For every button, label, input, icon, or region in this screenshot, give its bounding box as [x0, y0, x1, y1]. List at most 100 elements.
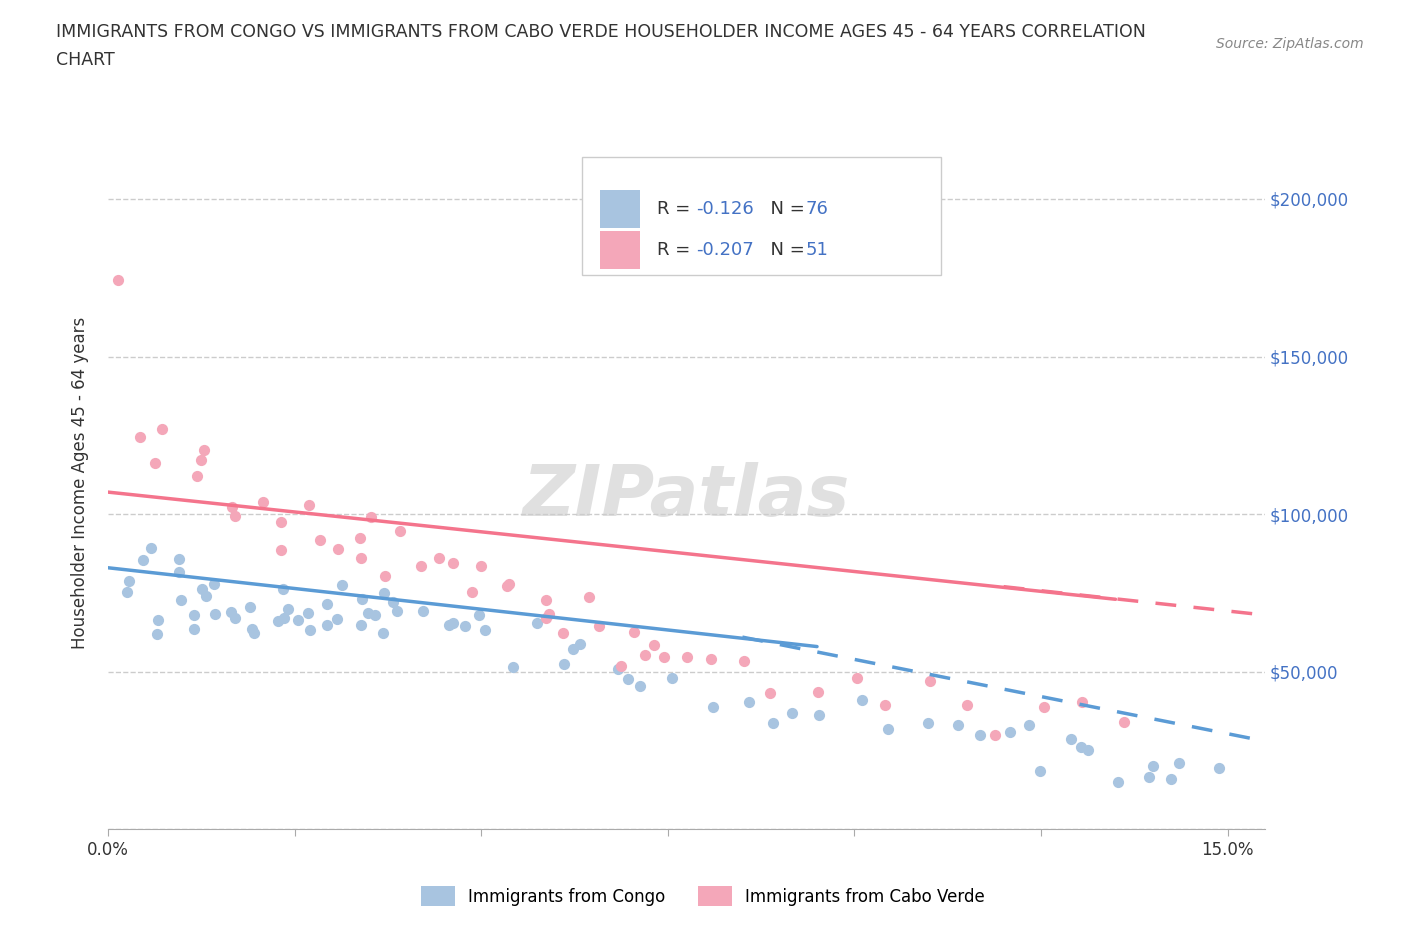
Point: [578, 590, 600, 604]
Text: 51: 51: [806, 241, 828, 259]
Point: [700, 652, 723, 667]
Point: [534, 592, 557, 607]
Point: [1060, 731, 1083, 746]
Point: [984, 727, 1007, 742]
Point: [553, 657, 575, 671]
Point: [1208, 761, 1230, 776]
Point: [221, 499, 243, 514]
FancyBboxPatch shape: [599, 190, 640, 228]
Point: [183, 607, 205, 622]
FancyBboxPatch shape: [582, 156, 941, 274]
Point: [496, 578, 519, 593]
Point: [1107, 775, 1129, 790]
Point: [360, 509, 382, 524]
Point: [224, 610, 246, 625]
Point: [349, 531, 371, 546]
Point: [145, 627, 167, 642]
Point: [148, 613, 170, 628]
Point: [956, 698, 979, 712]
Point: [1160, 772, 1182, 787]
Point: [350, 551, 373, 565]
Point: [139, 541, 162, 556]
Point: [330, 578, 353, 592]
Point: [371, 626, 394, 641]
Text: -0.126: -0.126: [696, 200, 754, 218]
Point: [738, 695, 761, 710]
Text: ZIPatlas: ZIPatlas: [523, 462, 851, 531]
Point: [326, 541, 349, 556]
Point: [270, 542, 292, 557]
Point: [118, 574, 141, 589]
Point: [364, 608, 387, 623]
Point: [1077, 743, 1099, 758]
Point: [150, 421, 173, 436]
Point: [239, 600, 262, 615]
Point: [357, 605, 380, 620]
Point: [316, 618, 339, 632]
Point: [299, 622, 322, 637]
Point: [190, 453, 212, 468]
Point: [194, 589, 217, 604]
Point: [427, 551, 450, 565]
Point: [271, 582, 294, 597]
Point: [946, 717, 969, 732]
Point: [128, 430, 150, 445]
Text: IMMIGRANTS FROM CONGO VS IMMIGRANTS FROM CABO VERDE HOUSEHOLDER INCOME AGES 45 -: IMMIGRANTS FROM CONGO VS IMMIGRANTS FROM…: [56, 23, 1146, 41]
Point: [1032, 700, 1054, 715]
Point: [373, 586, 395, 601]
Point: [562, 641, 585, 656]
Point: [538, 607, 561, 622]
Point: [702, 699, 724, 714]
Point: [107, 272, 129, 287]
Point: [675, 650, 697, 665]
Point: [243, 626, 266, 641]
Point: [167, 565, 190, 579]
Point: [190, 581, 212, 596]
Point: [606, 661, 628, 676]
Point: [183, 621, 205, 636]
Text: N =: N =: [759, 200, 811, 218]
Point: [470, 558, 492, 573]
Y-axis label: Householder Income Ages 45 - 64 years: Householder Income Ages 45 - 64 years: [72, 316, 89, 649]
Point: [309, 532, 332, 547]
Point: [240, 621, 263, 636]
Point: [808, 708, 831, 723]
FancyBboxPatch shape: [599, 232, 640, 270]
Point: [273, 611, 295, 626]
Point: [759, 685, 782, 700]
Point: [224, 508, 246, 523]
Text: R =: R =: [658, 241, 696, 259]
Text: CHART: CHART: [56, 51, 115, 69]
Point: [1168, 755, 1191, 770]
Point: [382, 594, 405, 609]
Point: [267, 614, 290, 629]
Point: [252, 495, 274, 510]
Point: [1139, 769, 1161, 784]
Point: [297, 605, 319, 620]
Point: [143, 456, 166, 471]
Point: [474, 623, 496, 638]
Point: [439, 618, 461, 632]
Point: [374, 568, 396, 583]
Text: N =: N =: [759, 241, 811, 259]
Point: [536, 610, 558, 625]
Point: [526, 615, 548, 630]
Point: [733, 654, 755, 669]
Point: [409, 559, 432, 574]
Point: [1071, 695, 1094, 710]
Point: [661, 671, 683, 685]
Point: [468, 607, 491, 622]
Point: [917, 716, 939, 731]
Point: [846, 671, 869, 685]
Point: [628, 679, 651, 694]
Point: [652, 649, 675, 664]
Point: [623, 624, 645, 639]
Point: [115, 584, 138, 599]
Point: [807, 684, 830, 699]
Point: [169, 551, 191, 566]
Point: [851, 692, 873, 707]
Point: [204, 606, 226, 621]
Point: [170, 592, 193, 607]
Point: [1070, 740, 1092, 755]
Point: [277, 601, 299, 616]
